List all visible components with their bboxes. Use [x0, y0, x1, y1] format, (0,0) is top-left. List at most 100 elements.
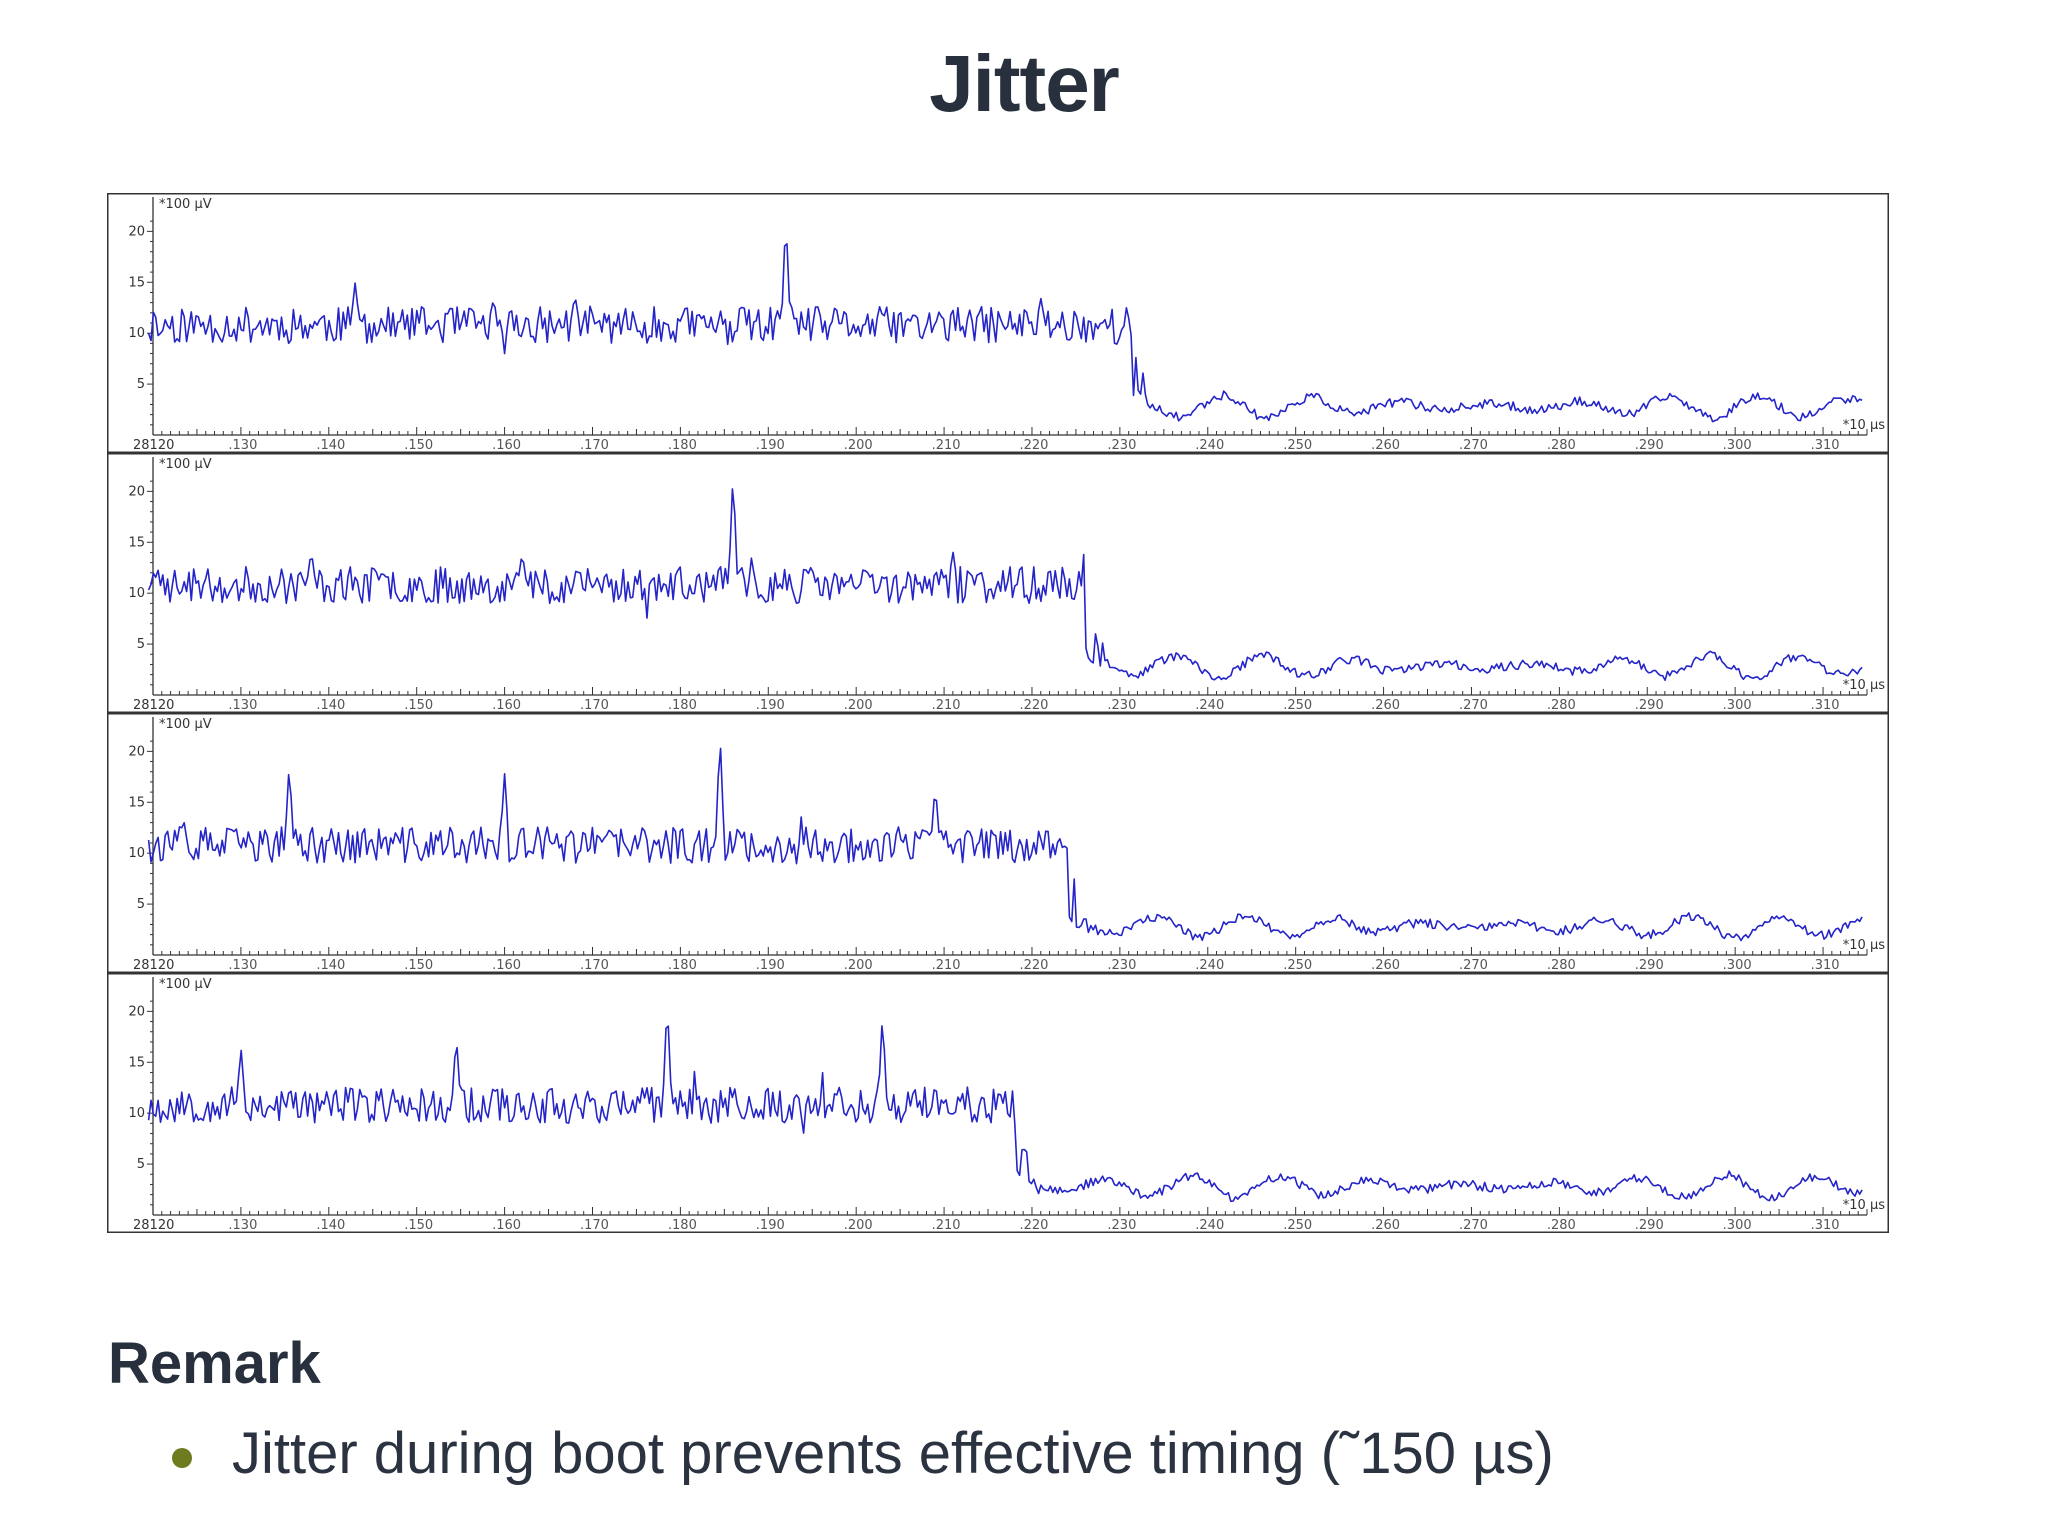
- x-tick-label: .270: [1459, 1218, 1488, 1233]
- x-tick-label: .150: [404, 1218, 433, 1233]
- x-tick-label: .310: [1811, 698, 1840, 713]
- x-tick-label: .230: [1107, 438, 1136, 453]
- x-unit-label: *10 µs: [1843, 418, 1885, 433]
- x-tick-label: .250: [1283, 438, 1312, 453]
- x-tick-label: .170: [580, 438, 609, 453]
- y-tick-label: 10: [128, 326, 145, 341]
- x-tick-label: .280: [1547, 1218, 1576, 1233]
- signal-trace: [147, 747, 1863, 942]
- x-tick-label: .140: [316, 1218, 345, 1233]
- x-tick-label: .190: [756, 438, 785, 453]
- x-tick-label: .290: [1635, 438, 1664, 453]
- x-tick-label: .260: [1371, 1218, 1400, 1233]
- trace-panel-2: 5 10 15 20 *100 µV .130 .140 .150 .160 .170 .180 .1…: [107, 453, 1889, 713]
- y-tick-label: 5: [137, 377, 145, 392]
- x-tick-label: .260: [1371, 438, 1400, 453]
- panel-frame: [107, 973, 1889, 1233]
- x-tick-label: .130: [228, 1218, 257, 1233]
- y-tick-label: 20: [128, 1004, 145, 1019]
- x-tick-label: .310: [1811, 1218, 1840, 1233]
- x-tick-label: .220: [1019, 438, 1048, 453]
- x-tick-label: .250: [1283, 958, 1312, 973]
- signal-trace: [147, 488, 1863, 681]
- x-tick-label: .150: [404, 958, 433, 973]
- x-tick-label: .130: [228, 698, 257, 713]
- x-tick-label: .160: [492, 698, 521, 713]
- trace-panel-1: 5 10 15 20 *100 µV .130 .140 .150 .160 .170 .180 .1…: [107, 193, 1889, 453]
- x-tick-label: .130: [228, 438, 257, 453]
- y-unit-label: *100 µV: [159, 717, 212, 732]
- x-tick-label: .300: [1723, 958, 1752, 973]
- y-tick-label: 15: [128, 795, 145, 810]
- x-tick-label: .160: [492, 1218, 521, 1233]
- y-tick-label: 20: [128, 744, 145, 759]
- remark-heading: Remark: [108, 1331, 321, 1396]
- y-unit-label: *100 µV: [159, 977, 212, 992]
- x-tick-label: .220: [1019, 698, 1048, 713]
- x-tick-label: .240: [1195, 1218, 1224, 1233]
- x-tick-label: .140: [316, 958, 345, 973]
- x-tick-label: .310: [1811, 958, 1840, 973]
- y-tick-label: 5: [137, 637, 145, 652]
- x-tick-label: .300: [1723, 698, 1752, 713]
- x-origin-label: 28120: [133, 698, 174, 713]
- x-tick-label: .240: [1195, 438, 1224, 453]
- y-tick-label: 10: [128, 846, 145, 861]
- x-tick-label: .180: [668, 958, 697, 973]
- y-tick-label: 5: [137, 897, 145, 912]
- x-tick-label: .160: [492, 438, 521, 453]
- x-tick-label: .190: [756, 1218, 785, 1233]
- x-tick-label: .270: [1459, 698, 1488, 713]
- trace-panel-3: 5 10 15 20 *100 µV .130 .140 .150 .160 .170 .180 .1…: [107, 713, 1889, 973]
- x-tick-label: .170: [580, 698, 609, 713]
- x-tick-label: .200: [844, 438, 873, 453]
- x-tick-label: .250: [1283, 1218, 1312, 1233]
- x-tick-label: .210: [932, 438, 961, 453]
- oscilloscope-figure: 5 10 15 20 *100 µV .130 .140 .150 .160 .170 .180 .1…: [107, 193, 1889, 1235]
- x-tick-label: .270: [1459, 958, 1488, 973]
- x-tick-label: .220: [1019, 958, 1048, 973]
- x-origin-label: 28120: [133, 438, 174, 453]
- x-tick-label: .300: [1723, 1218, 1752, 1233]
- x-tick-label: .290: [1635, 1218, 1664, 1233]
- x-unit-label: *10 µs: [1843, 938, 1885, 953]
- x-tick-label: .220: [1019, 1218, 1048, 1233]
- x-tick-label: .150: [404, 698, 433, 713]
- y-unit-label: *100 µV: [159, 197, 212, 212]
- x-tick-label: .280: [1547, 438, 1576, 453]
- x-tick-label: .140: [316, 698, 345, 713]
- x-tick-label: .260: [1371, 958, 1400, 973]
- x-origin-label: 28120: [133, 958, 174, 973]
- x-tick-label: .200: [844, 958, 873, 973]
- x-tick-label: .240: [1195, 698, 1224, 713]
- x-tick-label: .210: [932, 958, 961, 973]
- x-tick-label: .200: [844, 698, 873, 713]
- x-tick-label: .310: [1811, 438, 1840, 453]
- x-tick-label: .280: [1547, 698, 1576, 713]
- x-tick-label: .300: [1723, 438, 1752, 453]
- bullet-item: Jitter during boot prevents effective ti…: [172, 1420, 1554, 1487]
- x-tick-label: .170: [580, 958, 609, 973]
- x-tick-label: .180: [668, 698, 697, 713]
- y-tick-label: 15: [128, 1055, 145, 1070]
- y-tick-label: 10: [128, 586, 145, 601]
- x-tick-label: .180: [668, 1218, 697, 1233]
- panel-frame: [107, 713, 1889, 973]
- x-tick-label: .190: [756, 698, 785, 713]
- x-tick-label: .290: [1635, 698, 1664, 713]
- x-unit-label: *10 µs: [1843, 1198, 1885, 1213]
- x-tick-label: .230: [1107, 958, 1136, 973]
- slide-title: Jitter: [929, 39, 1120, 128]
- bullet-dot-icon: [172, 1447, 192, 1468]
- x-tick-label: .210: [932, 698, 961, 713]
- x-tick-label: .130: [228, 958, 257, 973]
- oscilloscope-traces: 5 10 15 20 *100 µV .130 .140 .150 .160 .170 .180 .1…: [107, 193, 1889, 1233]
- x-tick-label: .180: [668, 438, 697, 453]
- x-tick-label: .290: [1635, 958, 1664, 973]
- x-tick-label: .250: [1283, 698, 1312, 713]
- x-tick-label: .270: [1459, 438, 1488, 453]
- x-tick-label: .280: [1547, 958, 1576, 973]
- x-tick-label: .230: [1107, 1218, 1136, 1233]
- x-tick-label: .200: [844, 1218, 873, 1233]
- y-tick-label: 10: [128, 1106, 145, 1121]
